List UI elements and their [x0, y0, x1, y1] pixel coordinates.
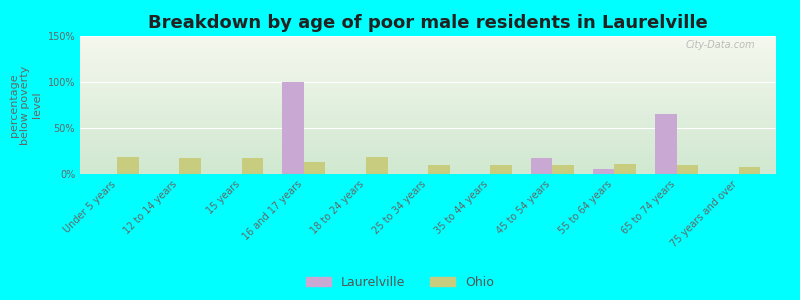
Bar: [366, 157, 388, 174]
Bar: [242, 158, 263, 174]
Bar: [179, 158, 201, 174]
Text: City-Data.com: City-Data.com: [686, 40, 755, 50]
Title: Breakdown by age of poor male residents in Laurelville: Breakdown by age of poor male residents …: [148, 14, 708, 32]
Legend: Laurelville, Ohio: Laurelville, Ohio: [301, 271, 499, 294]
Y-axis label: percentage
below poverty
level: percentage below poverty level: [9, 65, 42, 145]
Bar: [655, 114, 677, 174]
Bar: [552, 165, 574, 174]
Bar: [428, 165, 450, 174]
Bar: [118, 157, 139, 174]
Bar: [593, 169, 614, 174]
Bar: [490, 165, 512, 174]
Bar: [304, 162, 326, 174]
Bar: [738, 167, 761, 174]
Bar: [614, 164, 636, 174]
Bar: [530, 158, 552, 174]
Bar: [677, 165, 698, 174]
Bar: [282, 82, 304, 174]
